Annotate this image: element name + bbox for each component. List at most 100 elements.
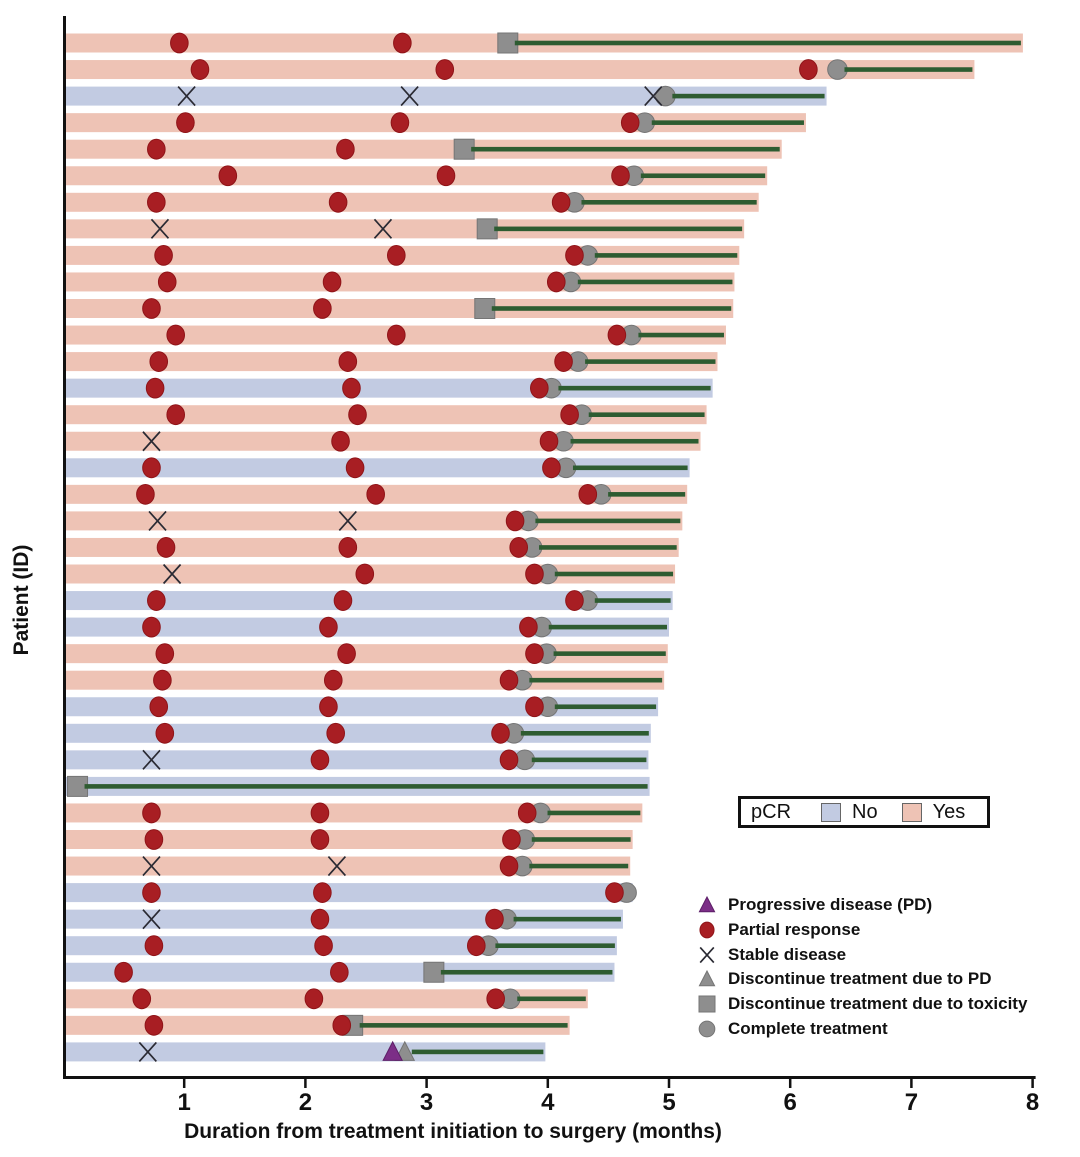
partial-response-marker: [322, 271, 342, 293]
partial-response-marker: [466, 935, 486, 957]
partial-response-marker: [313, 298, 332, 319]
pcr-legend-title: pCR: [751, 800, 792, 823]
surgery-interval-line: [608, 492, 686, 497]
stable-disease-marker: [138, 1041, 157, 1062]
legend-item: Discontinue treatment due to PD: [694, 967, 1027, 992]
stable-disease-marker: [327, 855, 347, 877]
surgery-interval-line: [531, 757, 647, 763]
surgery-interval-line: [517, 996, 586, 1002]
partial-response-marker: [156, 537, 176, 558]
partial-response-marker: [554, 351, 573, 373]
stable-disease-marker: [177, 86, 196, 107]
partial-response-marker: [525, 696, 544, 718]
patient-row: [66, 988, 588, 1010]
surgery-interval-line: [554, 704, 657, 710]
surgery-interval-line: [844, 67, 973, 72]
treatment-bar: [66, 192, 759, 212]
partial-response-marker: [147, 590, 166, 611]
surgery-interval-line: [577, 279, 733, 285]
surgery-interval-line: [84, 784, 648, 789]
patient-row: [66, 218, 745, 240]
partial-response-marker: [390, 112, 410, 134]
complete-treatment-marker: [827, 59, 848, 80]
partial-response-marker: [539, 430, 559, 452]
patient-row: [66, 298, 734, 319]
treatment-bar: [66, 139, 782, 159]
surgery-interval-line: [539, 545, 677, 550]
patient-row: [66, 324, 726, 346]
patient-row: [66, 457, 690, 479]
progressive-disease-marker: [382, 1040, 403, 1061]
legend-label: Complete treatment: [728, 1018, 888, 1038]
patient-row: [66, 138, 782, 160]
treatment-bar: [66, 405, 707, 425]
partial-response-marker: [144, 829, 164, 850]
partial-response-marker: [499, 855, 519, 877]
partial-response-marker: [387, 245, 406, 266]
patient-row: [66, 165, 768, 187]
patient-row: [66, 271, 735, 293]
partial-response-marker: [485, 908, 504, 930]
surgery-interval-line: [520, 731, 649, 736]
surgery-interval-line: [640, 173, 766, 179]
surgery-interval-line: [535, 518, 681, 524]
partial-response-marker: [542, 457, 561, 479]
treatment-bar: [66, 830, 633, 849]
x-axis-title: Duration from treatment initiation to su…: [184, 1120, 722, 1143]
partial-response-marker: [310, 829, 330, 850]
patient-row: [66, 483, 688, 505]
partial-response-marker: [505, 510, 525, 532]
partial-response-marker: [218, 165, 238, 187]
surgery-interval-line: [411, 1049, 544, 1055]
partial-response-marker: [166, 404, 186, 426]
surgery-interval-line: [440, 969, 613, 975]
partial-response-marker: [336, 138, 355, 160]
x-axis-tick: [788, 1079, 792, 1088]
partial-response-marker: [338, 537, 358, 558]
stable-disease-marker: [400, 86, 419, 107]
patient-row: [66, 1014, 570, 1036]
partial-response-marker: [525, 563, 544, 585]
treatment-bar: [66, 856, 631, 876]
surgery-interval-line: [638, 332, 724, 338]
stable-disease-marker: [142, 431, 161, 452]
x-tick-label: 4: [541, 1089, 555, 1116]
surgery-interval-line: [548, 624, 667, 630]
partial-response-marker: [319, 696, 338, 718]
patient-row: [66, 643, 668, 665]
stable-disease-marker: [338, 510, 357, 531]
partial-response-marker: [319, 616, 338, 638]
partial-response-icon: [699, 921, 715, 939]
stable-disease-marker: [162, 563, 182, 585]
partial-response-marker: [155, 643, 175, 665]
patient-row: [66, 696, 659, 718]
treatment-bar: [66, 697, 659, 717]
patient-row: [66, 855, 631, 877]
surgery-interval-line: [672, 93, 825, 99]
partial-response-marker: [190, 59, 210, 80]
treatment-bar: [66, 219, 745, 239]
patient-row: [66, 112, 806, 134]
partial-response-marker: [170, 32, 189, 54]
partial-response-marker: [502, 829, 521, 850]
patient-row: [66, 563, 676, 585]
treatment-bar: [66, 458, 690, 478]
surgery-interval-line: [554, 571, 674, 577]
patient-row: [66, 404, 707, 426]
partial-response-marker: [323, 669, 343, 691]
progressive-disease-marker: [698, 896, 716, 913]
partial-response-marker: [153, 669, 172, 691]
partial-response-marker: [337, 643, 356, 665]
stable-disease-marker: [150, 218, 170, 239]
stable-disease-icon: [699, 946, 715, 963]
treatment-bar: [66, 113, 806, 133]
legend-label: Partial response: [728, 920, 861, 940]
partial-response-marker: [332, 1014, 352, 1036]
patient-row: [66, 1040, 546, 1062]
partial-response-marker: [509, 537, 529, 558]
stable-disease-marker: [699, 946, 715, 963]
y-axis-line: [63, 16, 66, 1079]
patient-row: [66, 935, 617, 957]
x-axis-tick: [910, 1079, 913, 1088]
